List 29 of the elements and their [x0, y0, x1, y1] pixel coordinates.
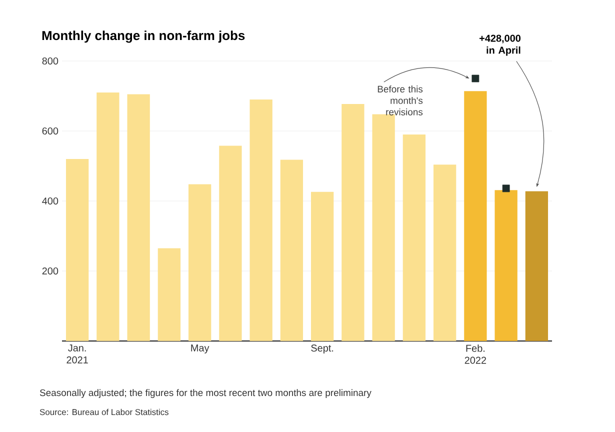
bar [310, 192, 334, 341]
y-tick-label: 200 [42, 267, 58, 275]
x-tick-label: Feb. 2022 [464, 344, 486, 364]
y-tick-label: 800 [42, 57, 58, 65]
text: +428,000 in April [480, 34, 521, 56]
x-tick-label: May [191, 344, 210, 354]
text: Seasonally adjusted; the figures for the most recent two months are preliminary [40, 389, 372, 398]
bar [188, 184, 212, 341]
bar [127, 94, 150, 341]
bar [250, 100, 272, 341]
bar [525, 191, 548, 341]
y-tick-label: 400 [42, 197, 58, 205]
bar [494, 190, 518, 341]
bar [219, 146, 242, 341]
bar [372, 114, 395, 341]
bar [402, 134, 426, 341]
x-tick-label: Jan. 2021 [66, 344, 88, 364]
bar [464, 91, 487, 341]
bar [280, 160, 304, 341]
chart-title: Monthly change in non-farm jobs [42, 30, 245, 43]
bar [433, 164, 456, 341]
annotation: Before this month's revisions [378, 86, 423, 116]
bar [66, 159, 89, 341]
x-tick-label: Sept. [311, 344, 334, 354]
source-note: Source: Bureau of Labor Statistics [40, 408, 168, 416]
bar [96, 92, 120, 341]
y-tick-label: 600 [42, 127, 58, 135]
bar [342, 104, 364, 341]
bar [158, 248, 181, 341]
